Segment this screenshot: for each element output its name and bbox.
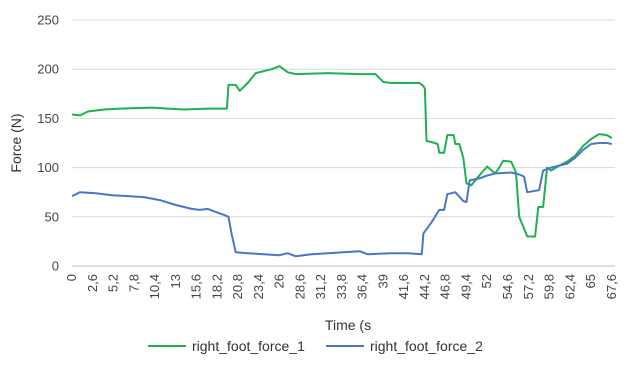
x-tick-label: 5,2 [106,274,121,292]
x-tick-label: 18,2 [209,274,224,299]
x-tick-label: 57,2 [521,274,536,299]
x-tick-label: 54,6 [500,274,515,299]
y-tick-label: 100 [37,160,59,175]
x-tick-label: 41,6 [396,274,411,299]
x-tick-label: 7,8 [126,274,141,292]
x-tick-label: 10,4 [147,274,162,299]
x-tick-label: 13 [168,274,183,288]
x-axis-ticks: 0 2,6 5,2 7,8 10,4 13 15,6 18,2 20,8 23,4 26 28,6 31… [64,274,619,299]
y-tick-label: 0 [52,259,59,274]
x-axis-title: Time (s [325,317,371,333]
series-lines [71,65,613,258]
y-tick-label: 50 [45,209,59,224]
x-tick-label: 26 [272,274,287,288]
legend-label-series-1: right_foot_force_1 [192,338,305,354]
x-tick-label: 46,8 [438,274,453,299]
y-tick-label: 250 [37,13,59,28]
x-tick-label: 0 [64,274,79,281]
x-tick-label: 52 [479,274,494,288]
x-tick-label: 33,8 [334,274,349,299]
y-tick-label: 200 [37,62,59,77]
x-tick-label: 67,6 [604,274,619,299]
x-tick-label: 62,4 [562,274,577,299]
legend: right_foot_force_1 right_foot_force_2 [148,338,483,354]
legend-label-series-2: right_foot_force_2 [370,338,483,354]
y-axis-ticks: 0 50 100 150 200 250 [37,13,59,274]
x-tick-label: 23,4 [251,274,266,299]
x-tick-label: 36,4 [355,274,370,299]
x-tick-label: 39 [375,274,390,288]
x-tick-label: 65 [583,274,598,288]
series-line-2 [71,142,613,258]
x-tick-label: 28,6 [292,274,307,299]
y-axis-title: Force (N) [8,113,24,172]
x-tick-label: 49,4 [458,274,473,299]
x-tick-label: 2,6 [85,274,100,292]
x-tick-label: 15,6 [189,274,204,299]
x-tick-label: 20,8 [230,274,245,299]
x-tick-label: 59,8 [542,274,557,299]
y-tick-label: 150 [37,111,59,126]
gridlines [72,19,615,218]
x-tick-label: 31,2 [313,274,328,299]
x-tick-label: 44,2 [417,274,432,299]
series-line-1 [71,65,613,238]
